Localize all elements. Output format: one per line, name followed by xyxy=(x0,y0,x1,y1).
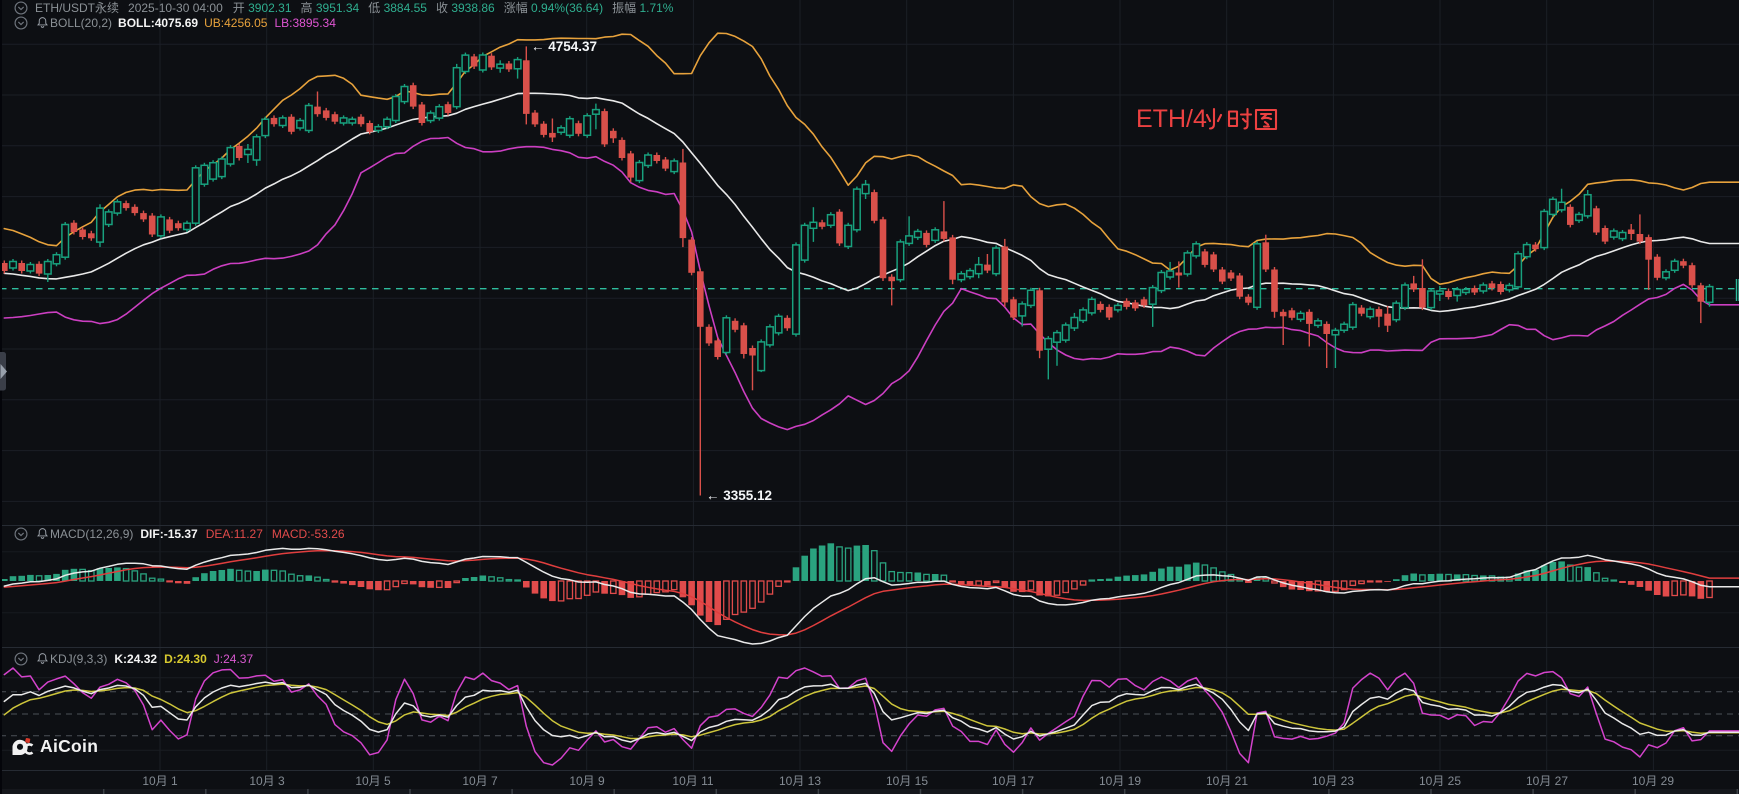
svg-text:ETH/4: ETH/4 xyxy=(1136,105,1207,133)
